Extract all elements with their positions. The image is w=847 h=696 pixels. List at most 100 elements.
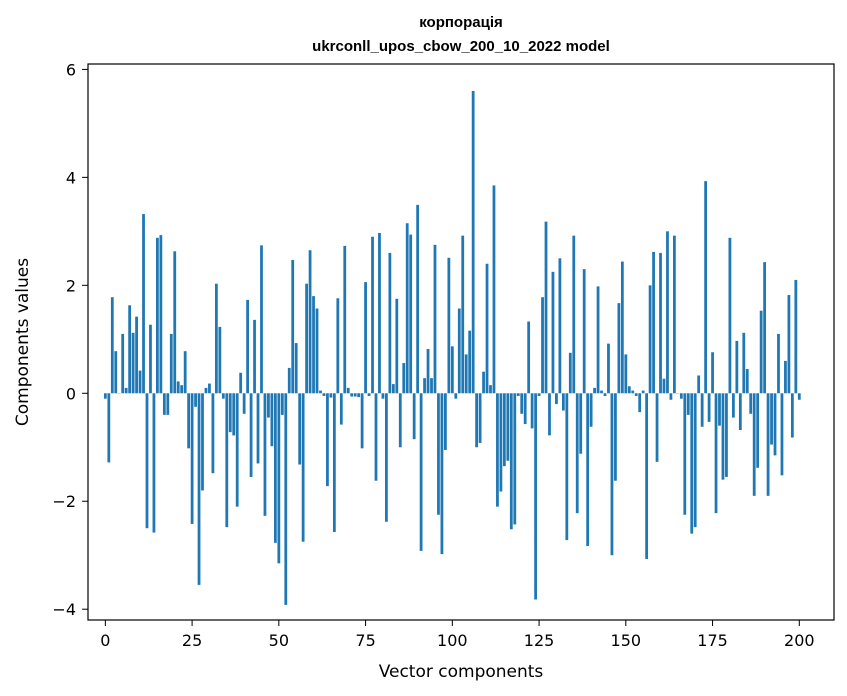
- bar-148: [617, 303, 621, 394]
- bar-185: [745, 368, 749, 394]
- bar-21: [176, 381, 180, 394]
- bar-157: [648, 285, 652, 394]
- bar-91: [419, 393, 423, 551]
- bar-23: [183, 351, 187, 394]
- bar-143: [600, 390, 603, 394]
- bar-96: [437, 393, 440, 515]
- bar-141: [593, 387, 596, 394]
- bar-166: [679, 393, 683, 399]
- bar-169: [690, 393, 694, 534]
- bar-175: [711, 352, 714, 394]
- bar-24: [187, 393, 191, 449]
- bar-6: [124, 387, 128, 394]
- bar-9: [135, 316, 138, 394]
- bar-115: [502, 393, 506, 467]
- plot-frame: [87, 63, 835, 621]
- bar-119: [516, 393, 520, 396]
- bar-10: [138, 370, 142, 394]
- bar-158: [652, 251, 655, 394]
- x-tick-label: 175: [697, 631, 728, 650]
- bar-117: [509, 393, 513, 530]
- bar-82: [388, 252, 392, 394]
- bar-191: [766, 393, 770, 496]
- bar-79: [378, 232, 381, 394]
- y-tick-label: −4: [52, 600, 76, 619]
- bar-25: [190, 393, 194, 524]
- bar-193: [773, 393, 777, 456]
- bar-56: [298, 393, 302, 465]
- bar-54: [291, 259, 295, 394]
- bar-118: [513, 393, 517, 525]
- bar-37: [232, 393, 236, 436]
- y-tick-label: 6: [66, 60, 76, 79]
- bar-109: [482, 371, 485, 394]
- bar-71: [350, 393, 354, 397]
- bar-197: [787, 295, 791, 394]
- bar-87: [405, 223, 409, 394]
- bar-153: [634, 393, 638, 396]
- x-axis-label: Vector components: [379, 662, 544, 682]
- bar-124: [534, 393, 537, 600]
- bar-127: [544, 221, 548, 394]
- bar-20: [173, 251, 177, 394]
- bars-group: [103, 90, 801, 605]
- bar-28: [201, 393, 204, 491]
- bar-101: [454, 393, 458, 399]
- y-axis-ticks: −4 −2 0 2 4 6: [52, 60, 88, 619]
- bar-92: [423, 378, 426, 394]
- bar-186: [749, 393, 753, 414]
- bar-38: [235, 393, 239, 507]
- x-tick-label: 75: [355, 631, 375, 650]
- bar-102: [457, 308, 461, 394]
- bar-60: [312, 296, 315, 394]
- bar-27: [197, 393, 201, 585]
- bar-45: [260, 245, 263, 394]
- bar-152: [631, 390, 635, 394]
- bar-125: [537, 393, 541, 396]
- bar-150: [624, 354, 628, 394]
- bar-134: [568, 352, 572, 394]
- bar-136: [575, 393, 579, 514]
- bar-14: [152, 393, 156, 533]
- bar-167: [683, 393, 687, 515]
- bar-105: [468, 330, 472, 394]
- bar-22: [180, 385, 184, 394]
- bar-94: [430, 378, 433, 394]
- bar-76: [367, 393, 371, 396]
- bar-100: [450, 346, 454, 394]
- bar-116: [506, 393, 510, 461]
- bar-130: [555, 393, 558, 405]
- bar-34: [221, 393, 225, 399]
- bar-192: [770, 393, 773, 445]
- bar-184: [742, 332, 746, 394]
- bar-104: [464, 354, 468, 394]
- bar-188: [756, 393, 760, 468]
- y-axis-label: Components values: [13, 258, 33, 426]
- bar-84: [395, 298, 399, 394]
- bar-183: [738, 393, 742, 430]
- bar-135: [572, 235, 576, 394]
- bar-44: [256, 393, 260, 464]
- y-tick-label: 0: [66, 384, 76, 403]
- bar-159: [655, 393, 659, 462]
- bar-97: [440, 393, 444, 555]
- bar-121: [523, 393, 527, 425]
- bar-66: [332, 393, 336, 533]
- bar-129: [551, 271, 555, 394]
- bar-89: [412, 393, 416, 440]
- bar-172: [700, 393, 704, 427]
- bar-151: [627, 386, 631, 394]
- chart-title: корпорація: [419, 14, 503, 31]
- bar-122: [527, 321, 531, 394]
- bar-80: [381, 393, 385, 399]
- bar-110: [485, 263, 489, 394]
- bar-164: [673, 235, 676, 394]
- bar-156: [645, 393, 649, 559]
- bar-131: [558, 258, 562, 394]
- x-tick-label: 0: [100, 631, 110, 650]
- chart-subtitle: ukrconll_upos_cbow_200_10_2022 model: [312, 38, 610, 55]
- bar-176: [714, 393, 718, 514]
- bar-168: [686, 393, 690, 415]
- bar-142: [596, 286, 600, 394]
